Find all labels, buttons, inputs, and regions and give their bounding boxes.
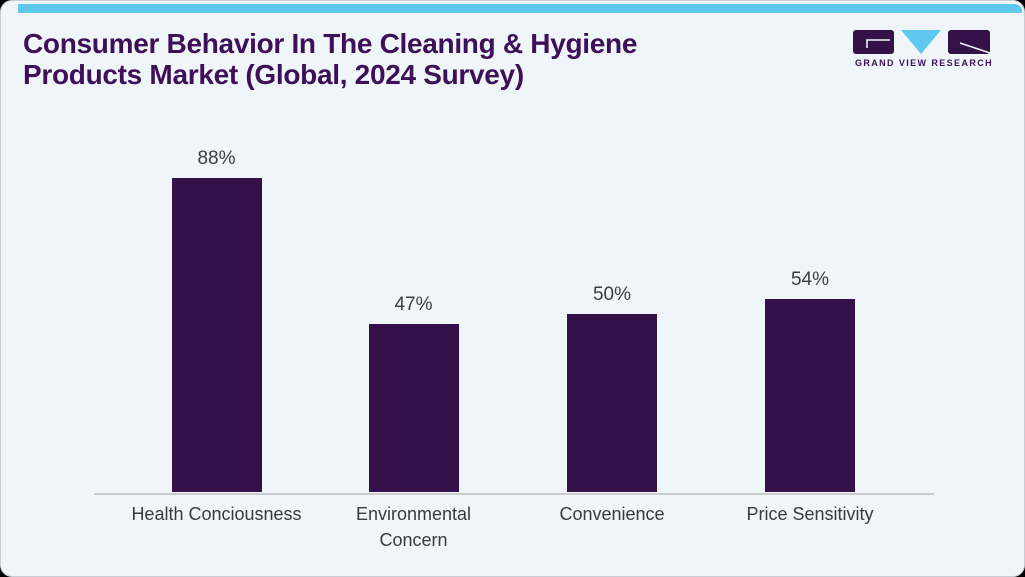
top-accent-strip [18,4,1022,13]
x-tick-label: Price Sensitivity [746,504,874,524]
bar [765,299,855,492]
bar-value-label: 88% [197,147,236,169]
gvr-logo-wordmark: GRAND VIEW RESEARCH [854,58,994,68]
bar-value-label: 50% [592,283,632,305]
gvr-logo: GRAND VIEW RESEARCH [850,30,998,68]
x-tick-label: Health Conciousness [131,504,302,524]
bar-group-3: 54% [710,269,910,492]
bar-value-label: 54% [790,269,830,291]
bar-value-label: 47% [394,294,433,316]
bar-group-1: 47% [314,294,514,492]
x-axis-line [94,493,934,495]
gvr-logo-icon [853,30,991,54]
bar [567,313,657,492]
bar-group-0: 88% [117,148,317,492]
chart-title: Consumer Behavior In The Cleaning & Hygi… [23,28,638,90]
x-tick-label: Environmental Concern [355,504,472,550]
bar [171,177,262,492]
bar-group-2: 50% [512,283,712,492]
x-tick-label: Convenience [559,504,665,524]
bar [368,324,459,492]
